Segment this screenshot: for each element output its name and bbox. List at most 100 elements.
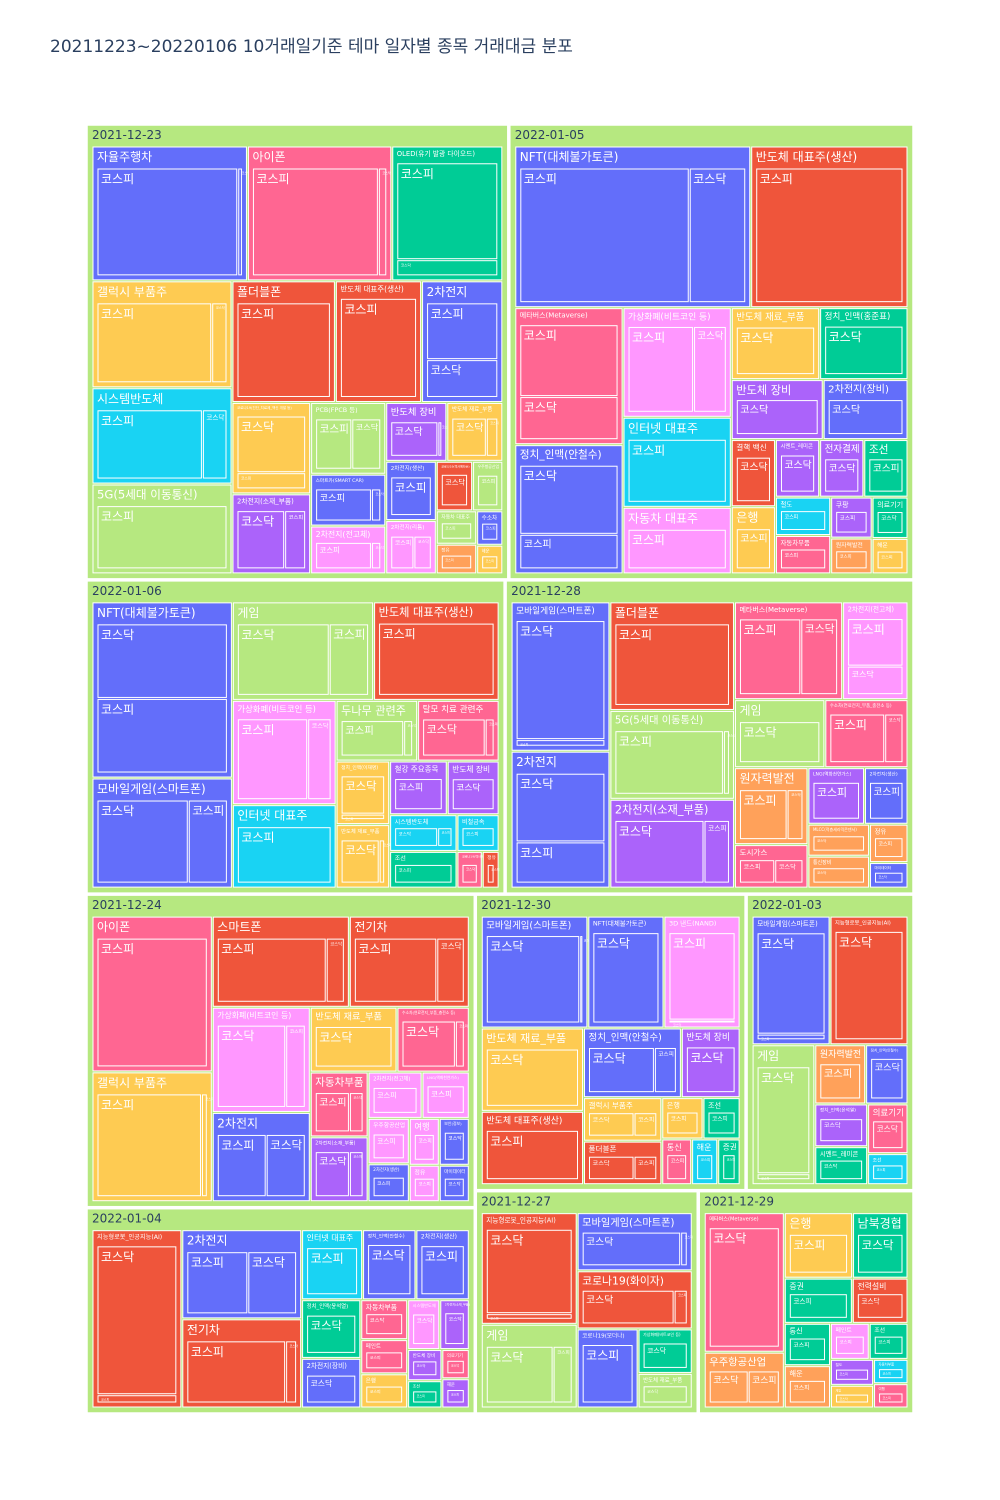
market-tile[interactable] <box>373 1134 404 1159</box>
market-tile[interactable] <box>825 459 859 492</box>
market-tile[interactable] <box>97 1246 177 1395</box>
market-tile[interactable] <box>445 1313 464 1345</box>
market-tile[interactable] <box>285 511 306 569</box>
market-tile[interactable] <box>857 1294 903 1318</box>
market-tile[interactable] <box>589 1113 634 1136</box>
market-tile[interactable] <box>813 868 865 883</box>
theme-tile[interactable]: 2차전지(장비) 코스닥 <box>823 380 908 440</box>
market-tile[interactable] <box>739 860 775 883</box>
market-tile[interactable] <box>286 1341 297 1403</box>
theme-tile[interactable]: 정치_인맥(안철수) 코스닥 <box>866 1045 908 1104</box>
theme-tile[interactable]: 코로나19(화이자) 코스닥 코스피 <box>577 1271 692 1329</box>
market-tile[interactable] <box>379 623 494 695</box>
market-tile[interactable] <box>366 1352 403 1369</box>
market-tile[interactable] <box>326 938 344 1002</box>
market-tile[interactable] <box>462 828 494 846</box>
market-tile[interactable] <box>217 938 326 1002</box>
market-tile[interactable] <box>789 1294 847 1318</box>
market-tile[interactable] <box>97 624 227 698</box>
market-tile[interactable] <box>404 721 413 756</box>
market-tile[interactable] <box>873 1121 903 1149</box>
theme-tile[interactable]: 가상화폐(비트코인 등) 코스피 코스닥 <box>623 308 731 417</box>
market-tile[interactable] <box>801 619 838 695</box>
theme-tile[interactable]: NFT(대체불가토큰) 코스피 코스닥 <box>515 146 751 308</box>
market-tile[interactable] <box>402 1021 455 1067</box>
theme-tile[interactable]: 코로나19(모더나) 코스피 <box>577 1329 638 1408</box>
market-tile[interactable] <box>378 168 387 276</box>
market-tile[interactable] <box>757 933 825 1034</box>
market-tile[interactable] <box>820 1160 863 1180</box>
market-tile[interactable] <box>582 1345 633 1403</box>
theme-tile[interactable]: 정치_인맥(윤석열) 코스닥 <box>815 1104 868 1147</box>
market-tile[interactable] <box>395 828 438 846</box>
market-tile[interactable] <box>520 168 689 303</box>
market-tile[interactable] <box>316 542 371 569</box>
market-tile[interactable] <box>757 1034 825 1040</box>
market-tile[interactable] <box>780 511 826 530</box>
theme-tile[interactable]: MLCC(적층세라믹콘덴서) 코스닥 <box>808 824 870 856</box>
market-tile[interactable] <box>736 529 770 569</box>
theme-tile[interactable]: 2차전지(전고체) 코스피 <box>368 1072 422 1118</box>
market-tile[interactable] <box>694 326 726 412</box>
theme-tile[interactable]: 반도체 대표주(생산) 코스피 <box>374 602 499 700</box>
market-tile[interactable] <box>444 1132 464 1160</box>
date-group-2022-01-06[interactable]: 2022-01-06NFT(대체불가토큰)코스닥코스피모바일게임(스마트폰)코스… <box>86 580 505 894</box>
market-tile[interactable] <box>879 1369 903 1379</box>
market-tile[interactable] <box>97 1395 177 1403</box>
market-tile[interactable] <box>366 1314 403 1335</box>
market-tile[interactable] <box>813 836 865 851</box>
market-tile[interactable] <box>820 1119 863 1142</box>
market-tile[interactable] <box>187 1252 248 1314</box>
theme-tile[interactable]: 모바일게임(스마트폰) 코스닥 코스피 <box>92 778 232 888</box>
theme-tile[interactable]: 2차전지(생산) 코스피 <box>865 768 908 824</box>
theme-tile[interactable]: 2차전지(생산) 코스피 <box>368 1164 409 1202</box>
market-tile[interactable] <box>553 1346 572 1403</box>
market-tile[interactable] <box>739 619 801 695</box>
market-tile[interactable] <box>875 872 903 883</box>
market-tile[interactable] <box>486 936 580 1023</box>
market-tile[interactable] <box>368 1244 411 1295</box>
market-tile[interactable] <box>739 722 820 763</box>
market-tile[interactable] <box>487 864 494 883</box>
market-tile[interactable] <box>212 303 227 383</box>
market-tile[interactable] <box>739 790 787 840</box>
theme-tile[interactable]: 2차전지(소재_부품) 코스닥 코스피 <box>610 799 734 888</box>
market-tile[interactable] <box>789 1380 825 1403</box>
market-tile[interactable] <box>329 624 369 695</box>
market-tile[interactable] <box>97 800 188 883</box>
market-tile[interactable] <box>452 418 486 456</box>
theme-tile[interactable]: 반도체 대표주(생산) 코스피 <box>751 146 908 308</box>
market-tile[interactable] <box>582 1290 674 1324</box>
market-tile[interactable] <box>486 1049 579 1106</box>
market-tile[interactable] <box>316 419 352 469</box>
market-tile[interactable] <box>248 1252 297 1314</box>
market-tile[interactable] <box>391 477 431 516</box>
market-tile[interactable] <box>371 542 381 569</box>
market-tile[interactable] <box>455 1021 464 1067</box>
